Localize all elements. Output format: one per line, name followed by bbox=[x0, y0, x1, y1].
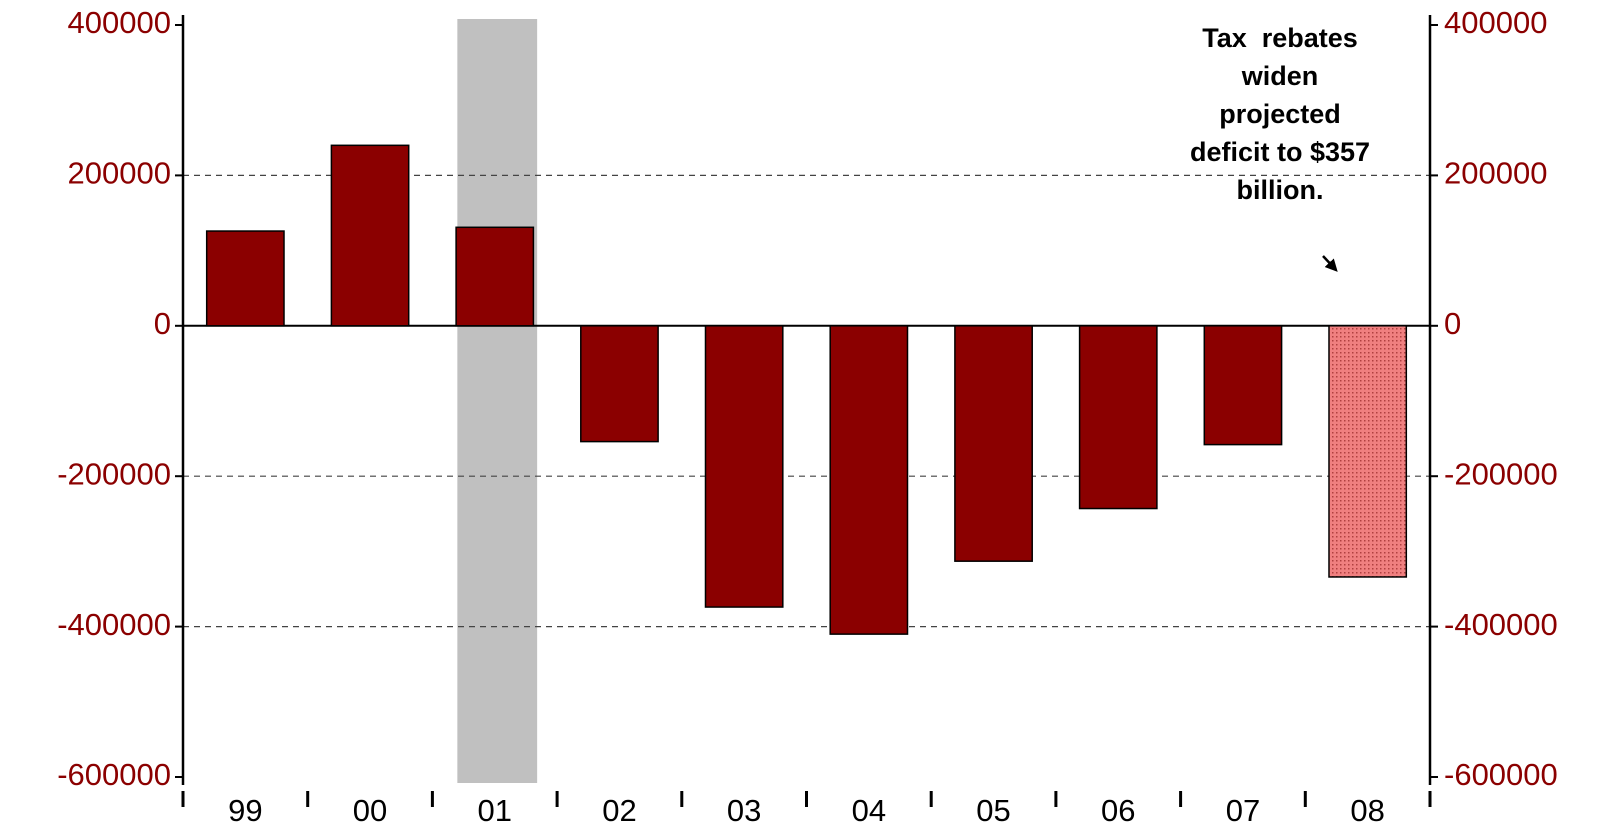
x-tick-label: 04 bbox=[852, 793, 886, 828]
x-tick-label: 06 bbox=[1101, 793, 1135, 828]
bar bbox=[330, 144, 410, 327]
x-tick-label: 07 bbox=[1226, 793, 1260, 828]
y-tick-label: -400000 bbox=[57, 607, 171, 642]
annotation: projected bbox=[1219, 99, 1341, 129]
y-tick-label: 400000 bbox=[68, 5, 171, 40]
annotation-arrow bbox=[1322, 255, 1338, 272]
y2-tick-label: -200000 bbox=[1444, 456, 1558, 491]
bar bbox=[829, 325, 909, 635]
y2-tick-label: -600000 bbox=[1444, 757, 1558, 792]
x-tick-label: 99 bbox=[228, 793, 262, 828]
y-tick-label: 200000 bbox=[68, 156, 171, 191]
bar bbox=[1078, 325, 1158, 510]
y2-tick-label: -400000 bbox=[1444, 607, 1558, 642]
annotation: widen bbox=[1241, 61, 1319, 91]
bar bbox=[704, 325, 784, 608]
bar bbox=[205, 230, 285, 327]
bar bbox=[954, 325, 1033, 562]
y2-tick-label: 200000 bbox=[1444, 156, 1547, 191]
x-tick-label: 08 bbox=[1350, 793, 1384, 828]
bar bbox=[455, 226, 535, 327]
x-tick-label: 03 bbox=[727, 793, 761, 828]
annotation: deficit to $357 bbox=[1190, 137, 1370, 167]
x-tick-label: 01 bbox=[478, 793, 512, 828]
recession-shade bbox=[457, 19, 538, 783]
bar bbox=[580, 325, 659, 443]
annotation: billion. bbox=[1237, 175, 1324, 205]
y-tick-label: 0 bbox=[154, 306, 171, 341]
y2-tick-label: 400000 bbox=[1444, 5, 1547, 40]
annotation: Tax rebates bbox=[1202, 23, 1358, 53]
bar bbox=[1328, 325, 1408, 578]
y-tick-label: -600000 bbox=[57, 757, 171, 792]
y-tick-label: -200000 bbox=[57, 456, 171, 491]
x-tick-label: 02 bbox=[602, 793, 636, 828]
x-tick-label: 05 bbox=[976, 793, 1010, 828]
x-tick-label: 00 bbox=[353, 793, 387, 828]
y2-tick-label: 0 bbox=[1444, 306, 1461, 341]
bar bbox=[1203, 325, 1283, 446]
